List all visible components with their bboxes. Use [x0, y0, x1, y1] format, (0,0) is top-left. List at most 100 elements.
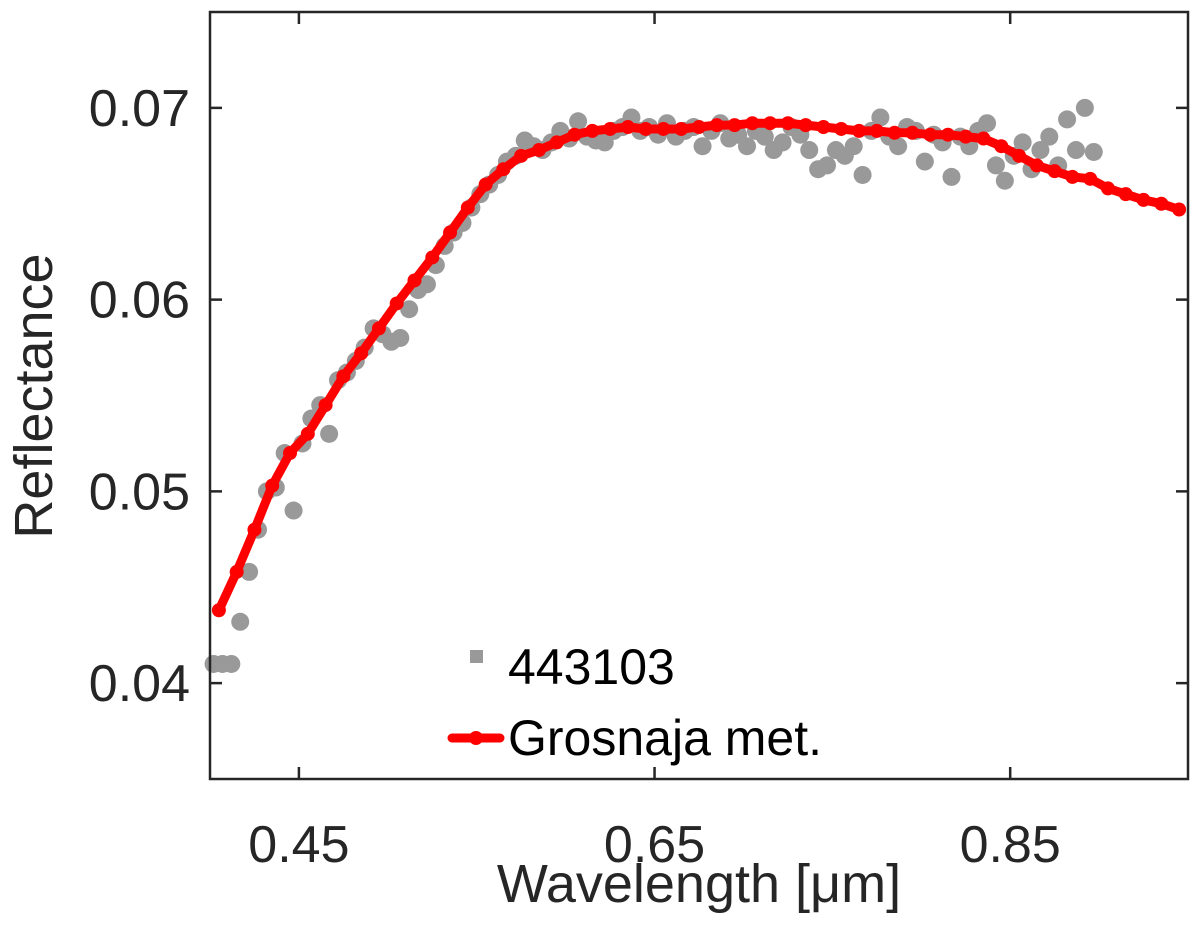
x-tick-label: 0.85	[960, 816, 1061, 874]
line-point-grosnaja	[514, 148, 529, 163]
legend-marker-grosnaja	[469, 731, 483, 745]
line-point-grosnaja	[371, 321, 386, 336]
scatter-point-443103	[400, 300, 419, 319]
y-tick-label: 0.07	[89, 80, 190, 138]
line-point-grosnaja	[1154, 196, 1169, 211]
line-point-grosnaja	[798, 118, 813, 133]
line-point-grosnaja	[780, 116, 795, 131]
line-point-grosnaja	[211, 603, 226, 618]
line-point-grosnaja	[905, 125, 920, 140]
scatter-point-443103	[1031, 141, 1050, 160]
line-point-grosnaja	[1012, 148, 1027, 163]
line-point-grosnaja	[958, 129, 973, 144]
scatter-point-443103	[844, 137, 863, 156]
y-tick-label: 0.05	[89, 463, 190, 521]
scatter-point-443103	[773, 133, 792, 152]
line-point-grosnaja	[389, 296, 404, 311]
scatter-point-443103	[986, 156, 1005, 175]
line-point-grosnaja	[478, 177, 493, 192]
line-point-grosnaja	[1047, 164, 1062, 179]
line-point-grosnaja	[656, 121, 671, 136]
x-tick-label: 0.45	[248, 816, 349, 874]
scatter-point-443103	[1075, 98, 1094, 117]
line-point-grosnaja	[603, 121, 618, 136]
line-point-grosnaja	[994, 139, 1009, 154]
line-point-grosnaja	[923, 127, 938, 142]
scatter-point-443103	[391, 328, 410, 347]
line-point-grosnaja	[460, 200, 475, 215]
legend-marker-443103	[470, 650, 483, 663]
line-point-grosnaja	[1172, 202, 1187, 217]
line-point-grosnaja	[674, 121, 689, 136]
plot-area	[204, 98, 1187, 673]
line-point-grosnaja	[1065, 169, 1080, 184]
axes: 0.45 0.65 0.85 0.04 0.05 0.06 0.07	[89, 12, 1188, 874]
scatter-point-443103	[1058, 110, 1077, 129]
line-point-grosnaja	[1100, 181, 1115, 196]
line-point-grosnaja	[976, 131, 991, 146]
y-axis-label: Reflectance	[4, 253, 64, 538]
line-point-grosnaja	[336, 369, 351, 384]
scatter-point-443103	[1040, 127, 1059, 146]
line-point-grosnaja	[940, 127, 955, 142]
line-point-grosnaja	[834, 121, 849, 136]
line-point-grosnaja	[852, 123, 867, 138]
line-point-grosnaja	[763, 116, 778, 131]
line-point-grosnaja	[407, 273, 422, 288]
scatter-point-443103	[871, 108, 890, 127]
y-tick-label: 0.04	[89, 655, 190, 713]
line-point-grosnaja	[265, 478, 280, 493]
scatter-point-443103	[889, 137, 908, 156]
line-point-grosnaja	[425, 250, 440, 265]
line-point-grosnaja	[567, 127, 582, 142]
line-point-grosnaja	[354, 346, 369, 361]
line-point-grosnaja	[247, 522, 262, 537]
line-point-grosnaja	[620, 120, 635, 135]
x-tick-label: 0.65	[604, 816, 705, 874]
line-point-grosnaja	[887, 125, 902, 140]
scatter-point-443103	[320, 424, 339, 443]
scatter-point-443103	[818, 156, 837, 175]
line-point-grosnaja	[709, 118, 724, 133]
scatter-point-443103	[800, 141, 819, 160]
line-point-grosnaja	[443, 225, 458, 240]
legend: 443103 Grosnaja met.	[447, 639, 822, 766]
scatter-point-443103	[755, 127, 774, 146]
plot-frame	[208, 10, 1190, 781]
line-point-grosnaja	[531, 143, 546, 158]
scatter-point-443103	[222, 654, 241, 673]
scatter-point-443103	[417, 275, 436, 294]
scatter-point-443103	[284, 501, 303, 520]
scatter-point-443103	[995, 171, 1014, 190]
line-point-grosnaja	[745, 116, 760, 131]
scatter-point-443103	[1013, 133, 1032, 152]
scatter-point-443103	[1084, 142, 1103, 161]
line-point-grosnaja	[283, 446, 298, 461]
line-point-grosnaja	[816, 120, 831, 135]
line-point-grosnaja	[1029, 158, 1044, 173]
line-point-grosnaja	[549, 135, 564, 150]
scatter-point-443103	[231, 612, 250, 631]
line-point-grosnaja	[585, 123, 600, 138]
line-point-grosnaja	[496, 162, 511, 177]
line-point-grosnaja	[318, 398, 333, 413]
line-point-grosnaja	[300, 426, 315, 441]
legend-label-443103: 443103	[508, 639, 675, 695]
line-point-grosnaja	[692, 120, 706, 135]
legend-label-grosnaja: Grosnaja met.	[508, 710, 822, 766]
line-point-grosnaja	[229, 564, 244, 579]
scatter-point-443103	[853, 165, 872, 184]
y-tick-label: 0.06	[89, 272, 190, 330]
x-axis-label: Wavelength [μm]	[497, 854, 901, 914]
scatter-point-443103	[738, 137, 757, 156]
line-point-grosnaja	[1136, 192, 1151, 207]
scatter-point-443103	[915, 152, 934, 171]
line-point-grosnaja	[869, 123, 884, 138]
scatter-point-443103	[240, 562, 259, 581]
scatter-point-443103	[693, 137, 712, 156]
scatter-point-443103	[569, 112, 588, 131]
line-point-grosnaja	[727, 118, 742, 133]
line-point-grosnaja	[638, 121, 653, 136]
line-point-grosnaja	[1083, 171, 1098, 186]
